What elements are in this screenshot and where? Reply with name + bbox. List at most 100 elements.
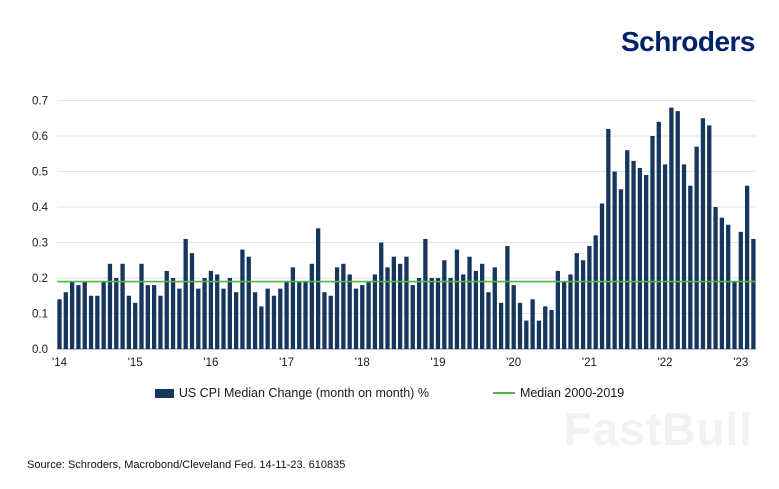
bar [366,281,371,349]
bar [681,164,687,349]
bar [738,231,743,349]
bar [574,253,579,349]
bar [398,263,403,349]
bar [448,278,453,349]
bar [429,278,434,349]
bar [221,288,226,349]
bar [259,306,264,349]
bar [290,267,296,349]
bar [524,320,529,349]
x-tick-label: '23 [733,357,748,369]
bar [139,263,144,349]
x-tick-label: '15 [128,357,143,369]
bar [265,288,270,349]
bar [360,285,365,349]
bar [644,175,649,349]
chart-legend: US CPI Median Change (month on month) % … [0,386,779,400]
bar [189,253,195,349]
bar [454,249,460,349]
bar [202,278,207,349]
bar [347,274,352,349]
y-tick-label: 0.1 [32,309,48,321]
x-tick-label: '20 [506,357,521,369]
cpi-chart: 0.00.10.20.30.40.50.60.7'14'15'16'17'18 '… [32,96,756,369]
bar [435,278,441,349]
bar [240,249,245,349]
bar [606,128,611,349]
bar [492,267,497,349]
bar [719,217,725,349]
y-tick-label: 0.6 [32,131,48,143]
bar [379,242,384,349]
bar [694,146,699,349]
bar [164,270,169,349]
bar [732,281,737,349]
bar [669,107,674,349]
bar [618,189,624,349]
x-tick-labels: '14 '15 '16 '17 '18 '19 '20 '21 '22 '23 [52,357,748,369]
bar [107,263,113,349]
bar [69,281,75,349]
bar [133,302,138,349]
bar [410,285,415,349]
bar [707,125,712,349]
bar [612,171,617,349]
bar [656,121,661,349]
bar [555,270,561,349]
bar [215,274,220,349]
bar [568,274,573,349]
bar [473,270,478,349]
y-tick-label: 0.2 [32,273,48,285]
bar [82,281,87,349]
bar [662,164,668,349]
bar [309,263,314,349]
bar [580,260,586,349]
bar [120,263,125,349]
bar [126,295,132,349]
bar [145,285,150,349]
bar [713,207,718,349]
bar [114,278,119,349]
bar [543,306,548,349]
series-swatch [154,388,174,398]
series-legend-label: US CPI Median Change (month on month) % [178,386,429,400]
bar [196,288,201,349]
bar [416,278,422,349]
bar [88,295,94,349]
bar [631,160,636,349]
bar [726,224,731,349]
bar [233,292,239,349]
median-legend-label: Median 2000-2019 [519,386,625,400]
x-tick-label: '19 [431,357,446,369]
y-tick-label: 0.0 [32,344,48,356]
bar [297,281,302,349]
bar [486,292,491,349]
bar [151,285,157,349]
bar [303,281,308,349]
legend-item-series: US CPI Median Change (month on month) % [154,386,429,400]
bar [208,270,214,349]
bar [95,295,100,349]
x-tick-label: '16 [203,357,218,369]
bar [688,185,693,349]
legend-item-median: Median 2000-2019 [492,386,625,400]
fastbull-watermark: FastBull [563,403,753,455]
bar [322,292,327,349]
bar [700,118,706,349]
y-tick-label: 0.5 [32,167,48,179]
bar [536,320,542,349]
bar [744,185,750,349]
bar [170,278,176,349]
bar [57,299,62,349]
y-tick-label: 0.7 [32,96,48,108]
bar [511,285,516,349]
bar [505,246,510,349]
bar [587,246,592,349]
schroders-logo: Schroders [621,26,756,57]
bar [530,299,535,349]
bar [158,295,163,349]
bar [467,256,472,349]
bar [498,302,504,349]
bars [57,107,756,350]
